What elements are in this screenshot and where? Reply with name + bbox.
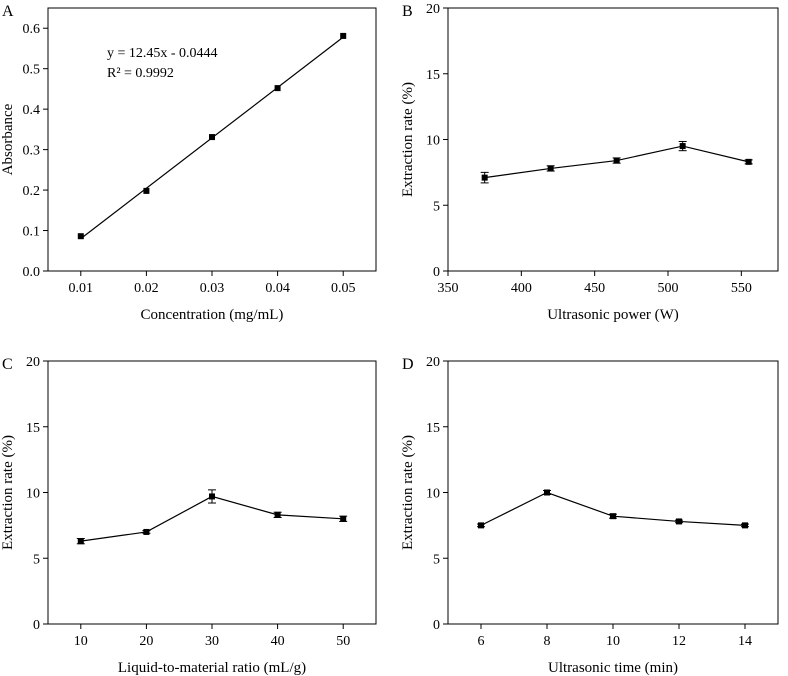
y-tick-label: 10 — [26, 487, 40, 502]
y-tick-label: 0.5 — [23, 63, 41, 78]
panel-label: A — [2, 3, 14, 20]
plot-frame — [447, 360, 779, 625]
data-point — [745, 158, 752, 165]
y-tick-label: 0.0 — [23, 265, 41, 280]
panel-label: B — [402, 3, 413, 20]
data-point — [544, 489, 550, 496]
y-tick-label: 0.3 — [23, 144, 41, 159]
data-point — [274, 85, 281, 92]
y-axis-label: Extraction rate (%) — [0, 435, 16, 550]
data-point — [143, 187, 150, 194]
plot-frame — [447, 7, 779, 272]
data-point — [77, 538, 84, 545]
y-tick-label: 10 — [426, 487, 440, 502]
x-tick-label: 30 — [205, 634, 219, 649]
data-point — [547, 165, 554, 172]
x-axis-label: Ultrasonic time (min) — [548, 660, 678, 676]
data-point — [613, 157, 620, 164]
data-point — [679, 143, 686, 150]
x-tick-label: 0.05 — [331, 281, 356, 296]
x-axis-label: Concentration (mg/mL) — [141, 307, 284, 323]
data-point — [340, 515, 347, 522]
y-tick-label: 5 — [433, 199, 440, 214]
x-tick-label: 8 — [544, 634, 551, 649]
data-point — [274, 511, 281, 518]
y-tick-label: 20 — [426, 2, 440, 17]
x-axis-label: Liquid-to-material ratio (mL/g) — [118, 660, 306, 676]
x-tick-label: 10 — [74, 634, 88, 649]
y-tick-label: 20 — [426, 355, 440, 370]
x-tick-label: 0.01 — [69, 281, 94, 296]
panel-b: B 350 400 450 500 550 0 5 10 15 20 Ultrasonic power… — [400, 2, 779, 323]
x-tick-label: 10 — [606, 634, 620, 649]
data-point — [209, 134, 215, 141]
y-tick-label: 5 — [433, 552, 440, 567]
series-line — [480, 491, 746, 526]
x-axis-label: Ultrasonic power (W) — [547, 307, 679, 323]
x-tick-label: 50 — [336, 634, 350, 649]
y-tick-label: 5 — [33, 552, 40, 567]
data-point — [481, 174, 488, 181]
data-point — [742, 522, 748, 529]
annotation: R² = 0.9992 — [107, 66, 174, 81]
data-point — [676, 518, 682, 525]
y-tick-label: 0.1 — [23, 225, 41, 240]
panel-label: C — [2, 356, 13, 373]
data-point — [209, 493, 215, 500]
x-tick-label: 400 — [511, 281, 532, 296]
x-tick-label: 450 — [584, 281, 605, 296]
data-point — [143, 528, 150, 535]
x-tick-label: 0.02 — [134, 281, 159, 296]
x-tick-label: 6 — [478, 634, 485, 649]
y-tick-label: 0.6 — [23, 22, 41, 37]
x-tick-label: 20 — [139, 634, 153, 649]
x-tick-label: 0.04 — [265, 281, 290, 296]
x-tick-label: 14 — [738, 634, 752, 649]
x-tick-label: 12 — [672, 634, 686, 649]
panel-c: C 10 20 30 40 50 0 5 10 15 20 Liquid-to-material ra… — [0, 355, 377, 676]
annotation: y = 12.45x - 0.0444 — [107, 46, 218, 61]
panel-label: D — [402, 356, 414, 373]
x-tick-label: 0.03 — [200, 281, 225, 296]
data-point — [478, 522, 484, 529]
panel-a: A 0.01 0.02 0.03 0.04 0.05 0.0 0.1 0.2 0.3 0.4 0.5 0… — [0, 3, 377, 323]
y-tick-label: 10 — [426, 134, 440, 149]
y-tick-label: 20 — [26, 355, 40, 370]
data-point — [340, 32, 347, 39]
y-tick-label: 0.2 — [23, 184, 41, 199]
y-axis-label: Extraction rate (%) — [400, 82, 416, 197]
y-tick-label: 0 — [33, 618, 40, 633]
y-tick-label: 15 — [426, 421, 440, 436]
x-tick-label: 500 — [658, 281, 679, 296]
panel-d: D 6 8 10 12 14 0 5 10 15 20 Ultrasonic time (min) Ex… — [400, 355, 779, 676]
y-tick-label: 0 — [433, 618, 440, 633]
y-tick-label: 0 — [433, 265, 440, 280]
y-tick-label: 15 — [26, 421, 40, 436]
y-tick-label: 15 — [426, 68, 440, 83]
y-tick-label: 0.4 — [23, 103, 41, 118]
x-tick-label: 40 — [271, 634, 285, 649]
y-axis-label: Extraction rate (%) — [400, 435, 416, 550]
y-axis-label: Absorbance — [0, 103, 16, 175]
data-point — [610, 513, 616, 520]
x-tick-label: 550 — [731, 281, 752, 296]
data-point — [77, 233, 84, 240]
x-tick-label: 350 — [438, 281, 459, 296]
